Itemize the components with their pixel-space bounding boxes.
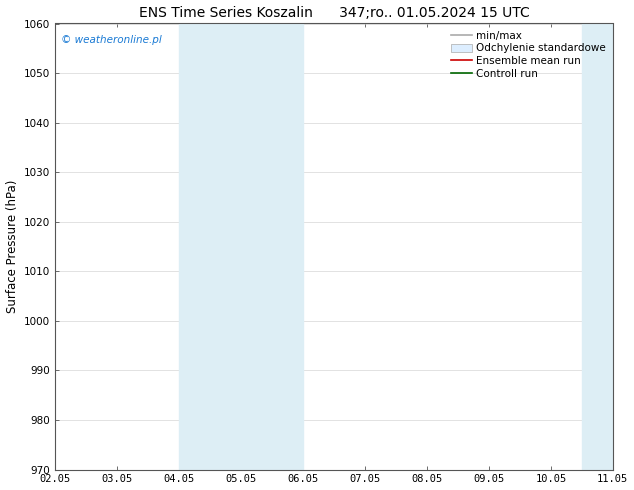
Bar bbox=[179, 24, 241, 469]
Y-axis label: Surface Pressure (hPa): Surface Pressure (hPa) bbox=[6, 180, 18, 313]
Legend: min/max, Odchylenie standardowe, Ensemble mean run, Controll run: min/max, Odchylenie standardowe, Ensembl… bbox=[449, 29, 607, 81]
Bar bbox=[582, 24, 613, 469]
Bar bbox=[613, 24, 628, 469]
Title: ENS Time Series Koszalin      347;ro.. 01.05.2024 15 UTC: ENS Time Series Koszalin 347;ro.. 01.05.… bbox=[139, 5, 529, 20]
Bar bbox=[241, 24, 303, 469]
Text: © weatheronline.pl: © weatheronline.pl bbox=[61, 35, 162, 45]
